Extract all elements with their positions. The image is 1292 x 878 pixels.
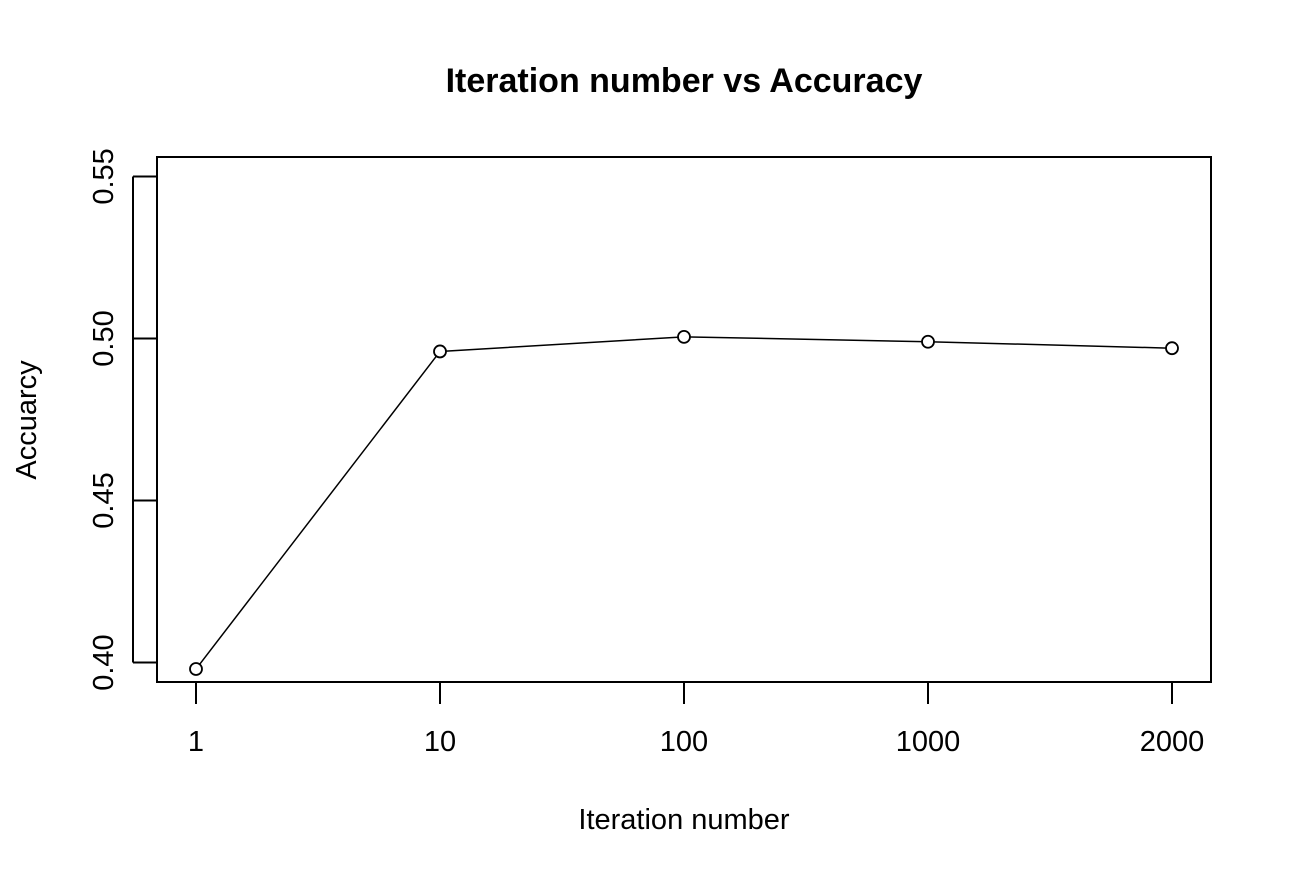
data-point-marker [433,344,447,359]
x-axis: 1 10 100 1000 2000 [188,681,1205,758]
chart-title: Iteration number vs Accuracy [446,62,923,100]
data-point-marker [921,334,935,349]
y-axis: 0.40 0.45 0.50 0.55 [88,148,157,691]
y-tick-label: 0.45 [88,472,120,528]
accuracy-line [195,336,1173,670]
x-tick-label: 100 [660,726,708,758]
data-point-marker [189,662,203,676]
x-axis-label: Iteration number [578,804,790,836]
y-tick-label: 0.50 [88,310,120,366]
x-tick-label: 2000 [1140,726,1205,758]
plot-area-frame [156,156,1212,683]
x-tick-label: 1 [188,726,204,758]
data-point-marker [677,329,691,344]
x-tick-label: 10 [424,726,456,758]
accuracy-series [189,329,1179,676]
x-tick-label: 1000 [896,726,961,758]
data-point-marker [1165,341,1179,356]
y-axis-label: Accuarcy [11,360,43,480]
y-tick-label: 0.55 [88,148,120,204]
y-tick-label: 0.40 [88,634,120,690]
